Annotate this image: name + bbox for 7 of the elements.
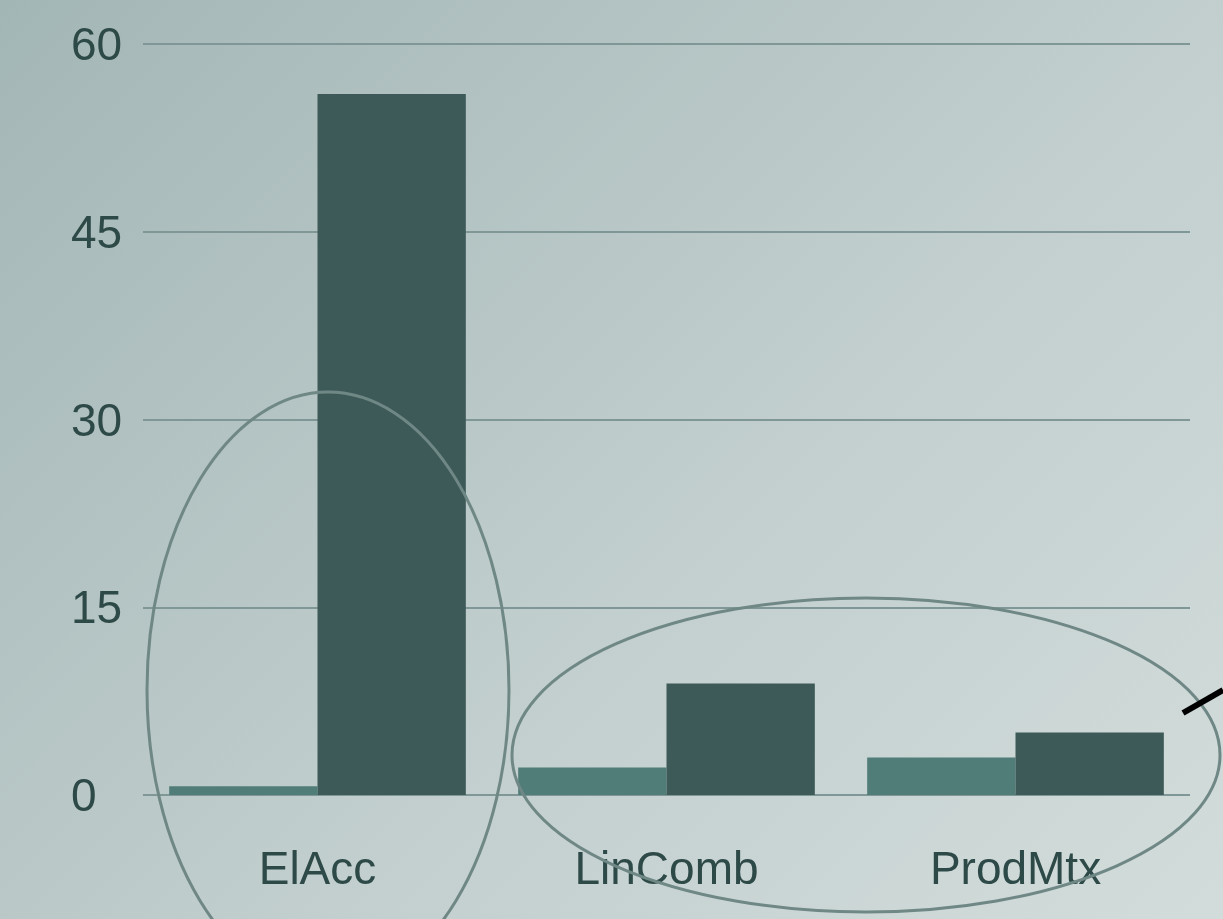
x-tick-label: ElAcc bbox=[258, 842, 377, 894]
y-tick-label: 0 bbox=[71, 769, 97, 821]
y-tick-label: 15 bbox=[71, 581, 123, 634]
y-tick-label: 45 bbox=[71, 205, 123, 258]
x-tick-label: ProdMtx bbox=[929, 842, 1102, 894]
y-tick-label: 60 bbox=[71, 18, 123, 70]
y-tick-label: 30 bbox=[71, 393, 123, 446]
